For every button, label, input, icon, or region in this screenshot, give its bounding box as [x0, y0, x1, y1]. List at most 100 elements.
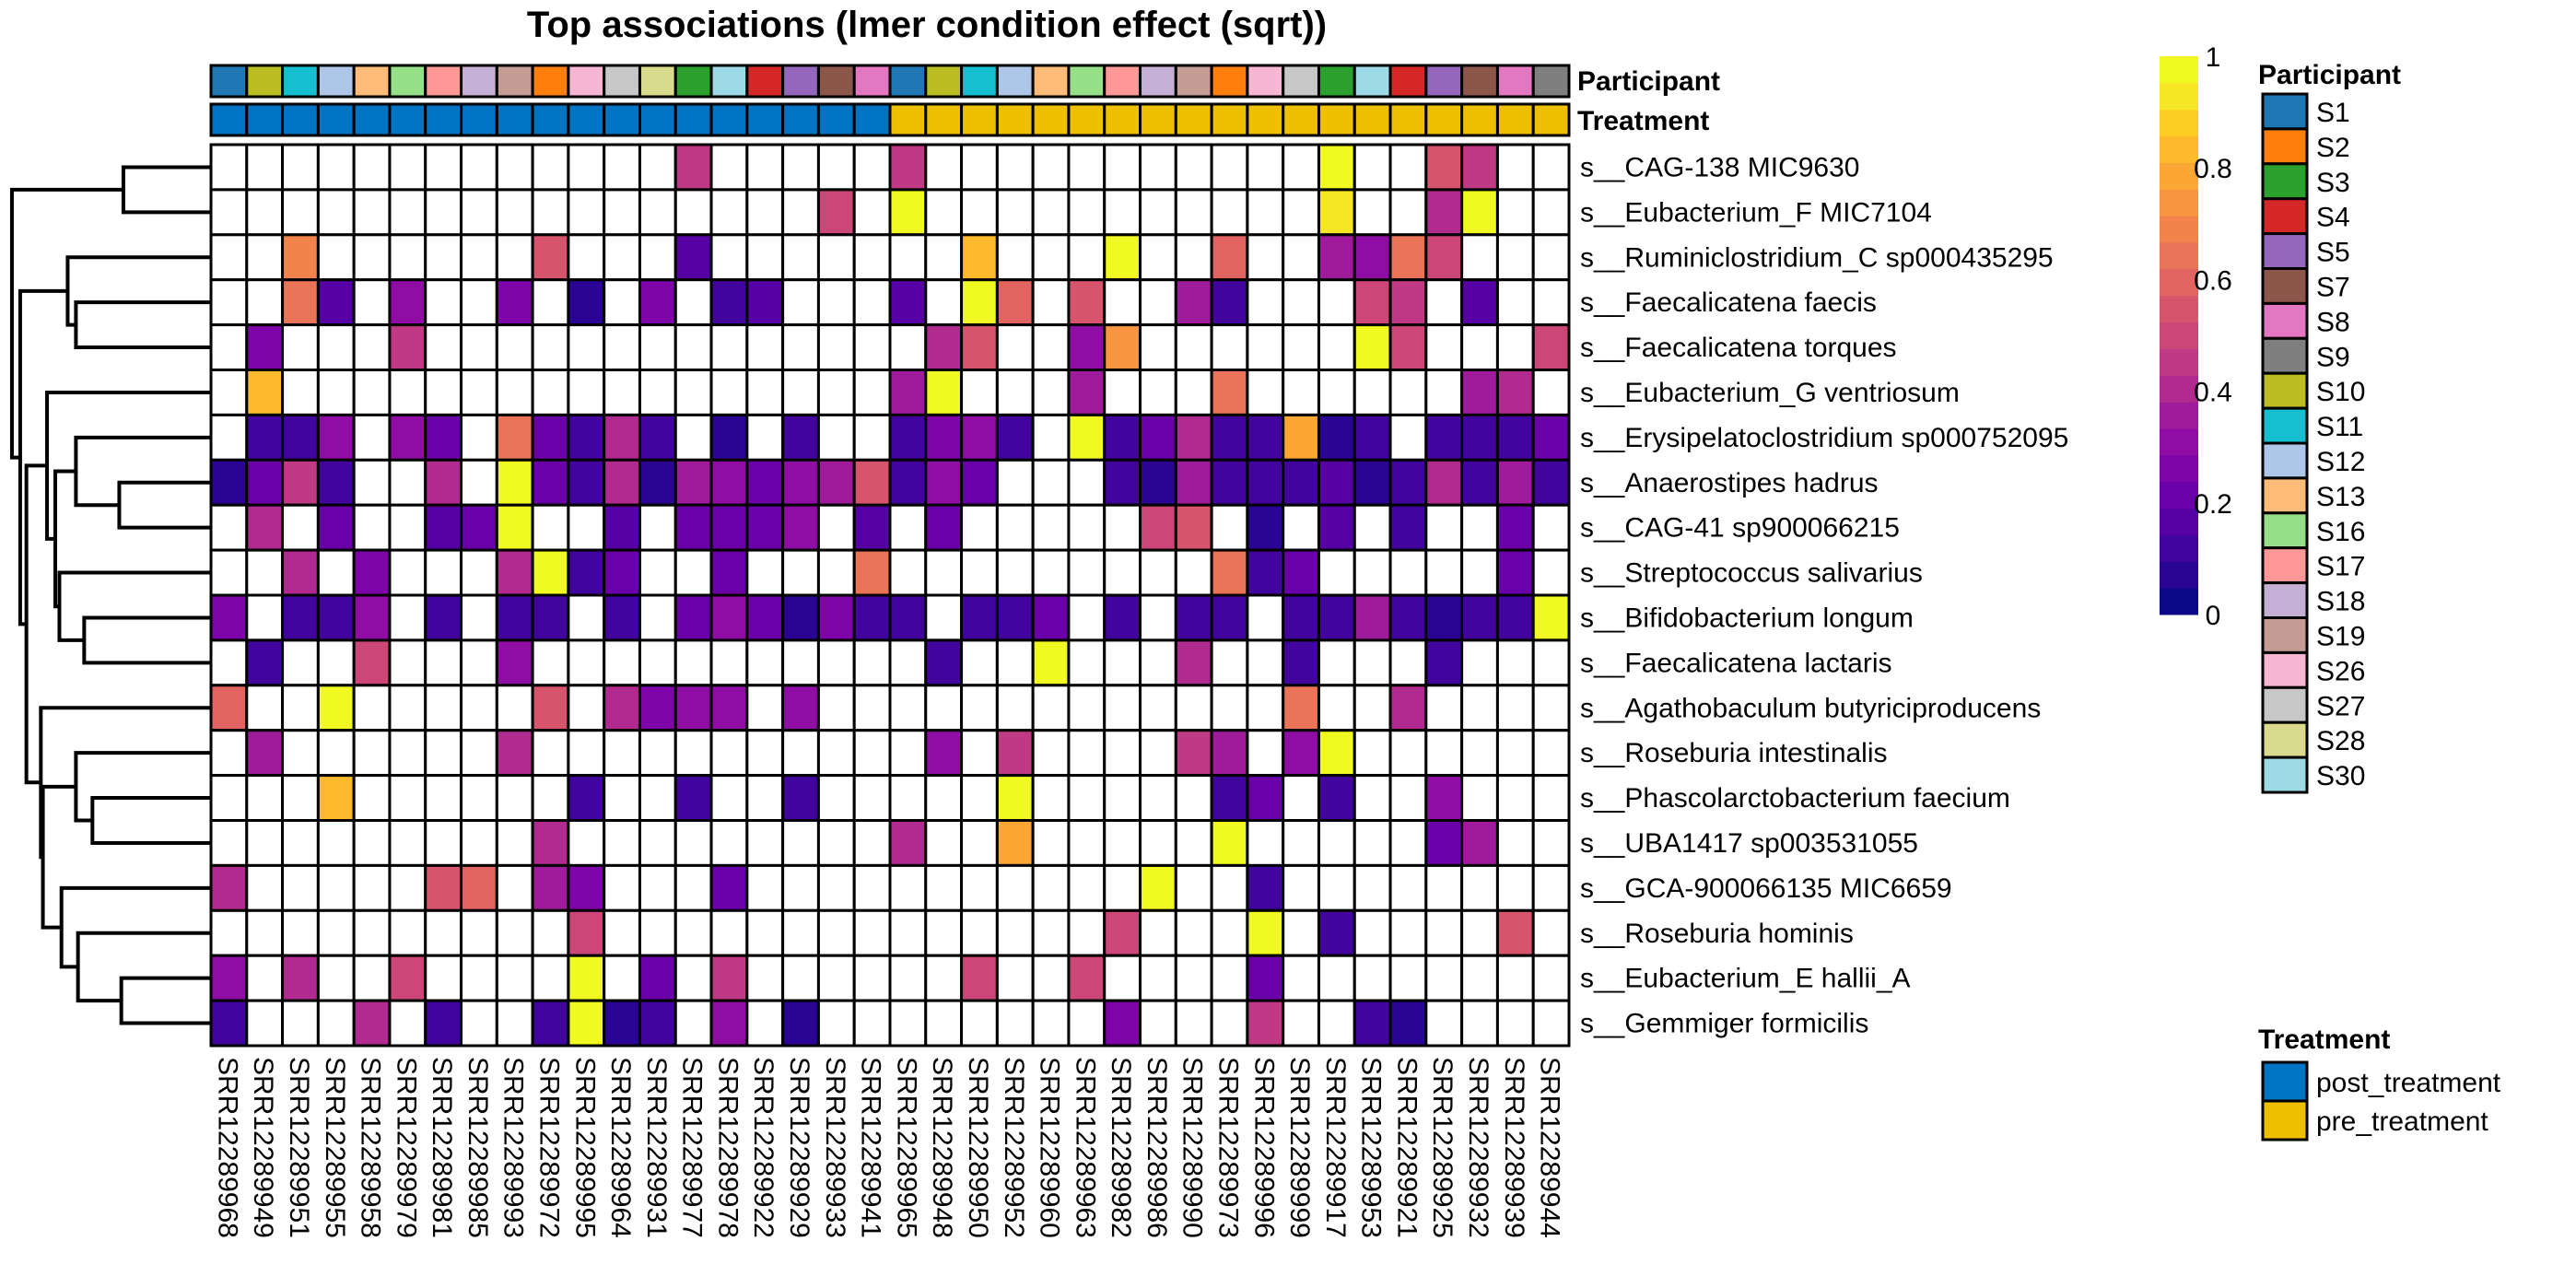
heatmap-cell	[495, 999, 534, 1048]
heatmap-cell	[1531, 233, 1571, 282]
heatmap-cell	[209, 908, 249, 957]
heatmap-cell	[1031, 188, 1071, 237]
heatmap-cell	[852, 819, 892, 867]
heatmap-cell	[960, 999, 999, 1048]
heatmap-cell	[531, 863, 570, 912]
legend-swatch	[2261, 720, 2309, 759]
row-label: s__Streptococcus salivarius	[1580, 558, 1923, 589]
heatmap-cell	[1282, 999, 1320, 1048]
heatmap-cell	[816, 548, 856, 597]
treatment-annotation-cell	[460, 102, 498, 137]
heatmap-cell	[1139, 954, 1177, 1002]
legend-label: S11	[2316, 412, 2363, 442]
heatmap-cell	[745, 369, 785, 416]
heatmap-cell	[1139, 503, 1177, 552]
legend-label: S30	[2316, 761, 2365, 791]
heatmap-cell	[1031, 413, 1071, 462]
row-label: s__Agathobaculum butyriciproducens	[1580, 693, 2041, 723]
column-label: SRR12289982	[1106, 1057, 1136, 1238]
treatment-annotation-cell	[281, 102, 320, 137]
dendrogram-branch	[74, 300, 210, 350]
heatmap-cell	[209, 188, 249, 237]
heatmap-cell	[888, 999, 928, 1048]
treatment-annotation-cell	[960, 102, 999, 137]
column-label: SRR12289979	[391, 1057, 421, 1238]
heatmap-cell	[1067, 593, 1107, 642]
heatmap-cell	[316, 863, 356, 912]
participant-annotation-cell	[1352, 64, 1392, 99]
heatmap-cell	[352, 143, 392, 192]
participant-annotation-cell	[745, 64, 785, 99]
heatmap-cell	[888, 548, 928, 597]
heatmap-cell	[960, 819, 999, 867]
heatmap-cell	[1317, 323, 1356, 372]
heatmap-cell	[638, 323, 677, 372]
heatmap-cell	[960, 369, 999, 416]
heatmap-cell	[209, 774, 249, 822]
heatmap-cell	[816, 863, 856, 912]
heatmap-cell	[245, 954, 285, 1002]
participant-annotation-cell	[245, 64, 285, 99]
heatmap-cell	[281, 548, 320, 597]
heatmap-cell	[1460, 954, 1499, 1002]
heatmap-cell	[816, 503, 856, 552]
colorbar-swatch	[2160, 561, 2198, 589]
heatmap-cell	[460, 638, 498, 687]
heatmap-cell	[995, 729, 1035, 778]
heatmap-cell	[352, 188, 392, 237]
heatmap-cell	[1495, 684, 1535, 732]
heatmap-cell	[960, 323, 999, 372]
heatmap-cell	[1531, 863, 1571, 912]
heatmap-cell	[495, 278, 534, 327]
heatmap-cell	[888, 413, 928, 462]
heatmap-cell	[531, 593, 570, 642]
heatmap-cell	[1352, 413, 1392, 462]
heatmap-cell	[1388, 593, 1428, 642]
heatmap-cell	[924, 638, 964, 687]
heatmap-cell	[1210, 729, 1249, 778]
dendrogram-branch	[41, 784, 76, 930]
heatmap-cell	[1067, 458, 1107, 507]
heatmap-cell	[460, 323, 498, 372]
heatmap-cell	[924, 278, 964, 327]
colorbar-tick-label: 0.6	[2194, 265, 2232, 296]
treatment-annotation-cell	[1282, 102, 1320, 137]
heatmap-cell	[995, 278, 1035, 327]
heatmap-cell	[531, 684, 570, 732]
heatmap-cell	[388, 413, 427, 462]
column-label: SRR12289963	[1070, 1057, 1100, 1238]
legend-swatch	[2261, 685, 2309, 724]
heatmap-cell	[1424, 548, 1464, 597]
heatmap-cell	[1317, 188, 1356, 237]
heatmap-cell	[495, 774, 534, 822]
heatmap-cell	[603, 413, 641, 462]
heatmap-cell	[1031, 684, 1071, 732]
heatmap-cell	[852, 413, 892, 462]
column-labels: SRR12289968 SRR12289949 SRR12289951 SRR1228…	[212, 1057, 1564, 1238]
column-label: SRR12289981	[427, 1057, 457, 1238]
column-label: SRR12289978	[712, 1057, 743, 1238]
heatmap-cell	[1388, 278, 1428, 327]
heatmap-cell	[816, 684, 856, 732]
heatmap-cell	[603, 188, 641, 237]
row-label: s__GCA-900066135 MIC6659	[1580, 873, 1952, 904]
heatmap-cell	[816, 954, 856, 1002]
heatmap-cell	[388, 729, 427, 778]
heatmap-cell	[1424, 323, 1464, 372]
heatmap-cell	[531, 548, 570, 597]
heatmap-cell	[995, 908, 1035, 957]
heatmap-cell	[745, 819, 785, 867]
legend-label: S9	[2316, 342, 2350, 372]
heatmap-cell	[1067, 369, 1107, 416]
heatmap-cell	[638, 369, 677, 416]
heatmap-cell	[816, 458, 856, 507]
heatmap-cell	[1317, 458, 1356, 507]
heatmap-cell	[495, 729, 534, 778]
legend-label: S28	[2316, 726, 2365, 756]
heatmap-cell	[924, 143, 964, 192]
heatmap-cell	[1139, 729, 1177, 778]
heatmap-cell	[245, 819, 285, 867]
heatmap-cell	[531, 729, 570, 778]
heatmap-cell	[1067, 684, 1107, 732]
participant-annotation-cell	[816, 64, 856, 99]
